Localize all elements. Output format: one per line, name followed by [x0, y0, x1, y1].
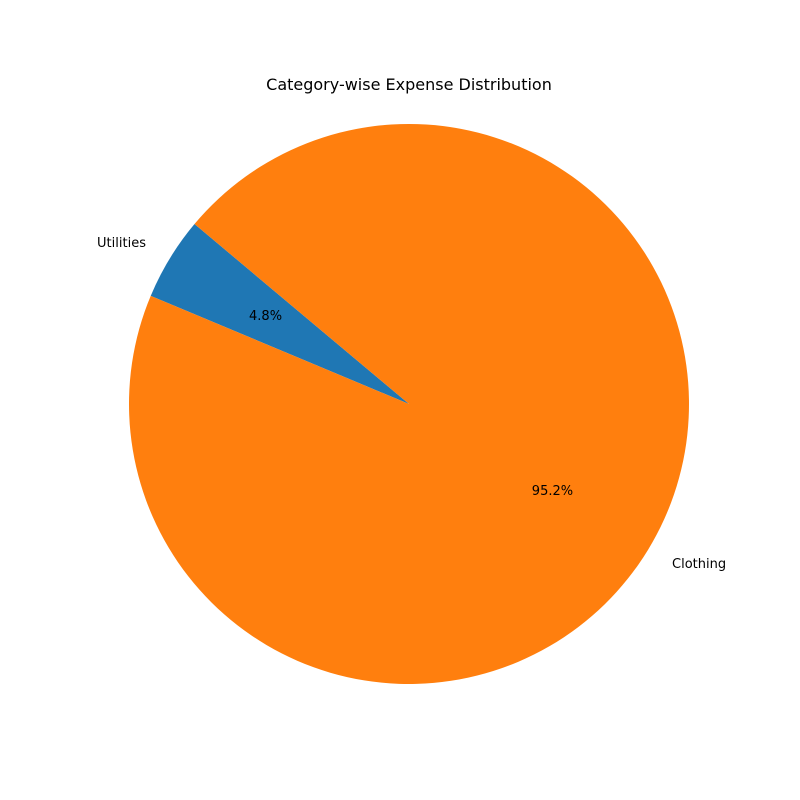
slice-label-utilities: Utilities — [97, 236, 146, 251]
pie-slice-utilities — [150, 224, 410, 404]
pct-label-clothing: 95.2% — [532, 484, 573, 499]
slice-label-clothing: Clothing — [672, 557, 726, 572]
pie-slices — [128, 123, 690, 684]
pie-labels: Utilities 4.8% Clothing 95.2% — [97, 236, 726, 572]
chart-title: Category-wise Expense Distribution — [266, 75, 552, 94]
pie-slice-clothing — [128, 123, 690, 684]
pct-label-utilities: 4.8% — [249, 309, 282, 324]
